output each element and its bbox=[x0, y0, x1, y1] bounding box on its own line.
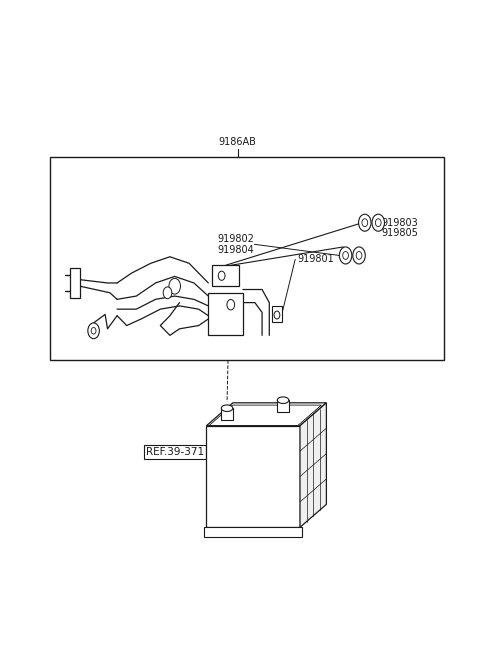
Circle shape bbox=[343, 252, 348, 259]
Circle shape bbox=[353, 247, 365, 264]
Bar bbox=[206, 426, 300, 527]
Bar bbox=[208, 293, 243, 335]
Circle shape bbox=[339, 247, 352, 264]
Circle shape bbox=[362, 219, 368, 227]
Bar bbox=[50, 157, 444, 360]
Circle shape bbox=[218, 271, 225, 280]
Circle shape bbox=[91, 328, 96, 334]
Text: 919804: 919804 bbox=[217, 244, 254, 255]
Bar bbox=[212, 265, 239, 286]
Bar bbox=[221, 408, 233, 420]
Polygon shape bbox=[300, 403, 326, 527]
Polygon shape bbox=[204, 527, 302, 537]
Text: 919802: 919802 bbox=[217, 234, 254, 244]
Text: 919803: 919803 bbox=[382, 217, 419, 228]
Circle shape bbox=[169, 278, 180, 294]
Circle shape bbox=[375, 219, 381, 227]
Circle shape bbox=[163, 287, 172, 299]
Bar bbox=[277, 400, 289, 412]
Circle shape bbox=[372, 214, 384, 231]
Bar bbox=[272, 306, 282, 322]
Polygon shape bbox=[206, 403, 326, 426]
Ellipse shape bbox=[277, 397, 289, 403]
Bar bbox=[70, 268, 80, 297]
Text: 919805: 919805 bbox=[382, 227, 419, 238]
Text: 919801: 919801 bbox=[298, 254, 335, 265]
Circle shape bbox=[359, 214, 371, 231]
Circle shape bbox=[356, 252, 362, 259]
Circle shape bbox=[274, 311, 280, 319]
Text: REF.39-371: REF.39-371 bbox=[146, 447, 204, 457]
Ellipse shape bbox=[221, 405, 233, 411]
Text: 9186AB: 9186AB bbox=[219, 138, 256, 147]
Circle shape bbox=[227, 299, 235, 310]
Circle shape bbox=[88, 323, 99, 339]
